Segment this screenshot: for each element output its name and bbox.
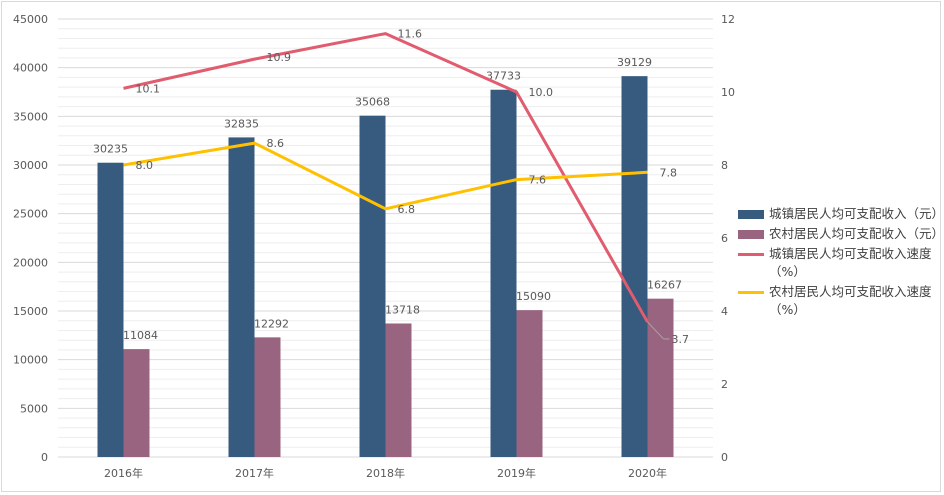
legend-label: 农村居民人均可支配收入（元） (769, 226, 944, 241)
bar-rural (385, 323, 412, 457)
data-label: 32835 (224, 117, 259, 130)
bar-rural (254, 337, 281, 457)
data-label: 10.1 (136, 82, 161, 95)
data-label: 30235 (93, 143, 128, 156)
data-label: 11084 (123, 329, 158, 342)
data-label: 13718 (385, 303, 420, 316)
legend-swatch (738, 253, 764, 256)
legend-swatch (738, 291, 764, 294)
legend-label: 城镇居民人均可支配收入（元） (769, 206, 944, 221)
line-rural-growth (123, 141, 648, 211)
data-label: 10.9 (267, 51, 292, 64)
right-axis-tick: 8 (721, 159, 728, 172)
left-axis-tick: 35000 (13, 110, 48, 123)
data-label: 39129 (617, 56, 652, 69)
x-axis-tick: 2016年 (104, 466, 143, 480)
data-label: 6.8 (398, 203, 416, 216)
legend-item: 城镇居民人均可支配收入（元） (738, 205, 944, 223)
legend: 城镇居民人均可支配收入（元） 农村居民人均可支配收入（元） 城镇居民人均可支配收入速… (738, 205, 944, 321)
right-axis-tick: 4 (721, 305, 728, 318)
x-axis-tick: 2020年 (628, 466, 667, 480)
data-label: 7.8 (660, 166, 678, 179)
bar-urban (621, 76, 648, 457)
data-label: 8.6 (267, 137, 285, 150)
bar-urban (359, 115, 386, 458)
data-label: 37733 (486, 70, 521, 83)
data-label: 16267 (647, 279, 682, 292)
legend-item: 农村居民人均可支配收入速度（%） (738, 283, 938, 319)
x-axis-tick: 2019年 (497, 466, 536, 480)
legend-swatch (738, 230, 764, 239)
x-axis-tick: 2017年 (235, 466, 274, 480)
data-label: 12292 (254, 317, 289, 330)
bar-rural (123, 349, 150, 457)
data-label: 11.6 (398, 28, 423, 41)
data-label: 7.6 (529, 174, 547, 187)
leader-line (647, 321, 664, 340)
legend-item: 城镇居民人均可支配收入速度（%） (738, 245, 938, 281)
bar-rural (516, 310, 543, 457)
left-axis-tick: 15000 (13, 305, 48, 318)
legend-label: 城镇居民人均可支配收入速度（%） (769, 246, 932, 279)
right-axis-tick: 12 (721, 13, 735, 26)
bar-urban (490, 89, 517, 458)
legend-label: 农村居民人均可支配收入速度（%） (769, 284, 932, 317)
left-axis-tick: 5000 (20, 402, 48, 415)
right-axis-tick: 10 (721, 86, 735, 99)
left-axis-tick: 0 (41, 451, 48, 464)
left-axis-tick: 25000 (13, 208, 48, 221)
data-label: 10.0 (529, 86, 554, 99)
data-label: 15090 (516, 290, 551, 303)
right-axis-tick: 6 (721, 232, 728, 245)
data-label: 8.0 (136, 159, 154, 172)
legend-swatch (738, 210, 764, 219)
left-axis-tick: 40000 (13, 62, 48, 75)
data-label: 35068 (355, 96, 390, 109)
right-axis-tick: 2 (721, 378, 728, 391)
bar-rural (647, 298, 674, 457)
data-label: 3.7 (672, 333, 690, 346)
bar-urban (97, 162, 124, 458)
bar-urban (228, 137, 255, 457)
left-axis-tick: 45000 (13, 13, 48, 26)
line-urban-growth (123, 32, 649, 323)
x-axis-tick: 2018年 (366, 466, 405, 480)
left-axis-tick: 10000 (13, 354, 48, 367)
left-axis-tick: 20000 (13, 256, 48, 269)
legend-item: 农村居民人均可支配收入（元） (738, 225, 944, 243)
left-axis-tick: 30000 (13, 159, 48, 172)
right-axis-tick: 0 (721, 451, 728, 464)
